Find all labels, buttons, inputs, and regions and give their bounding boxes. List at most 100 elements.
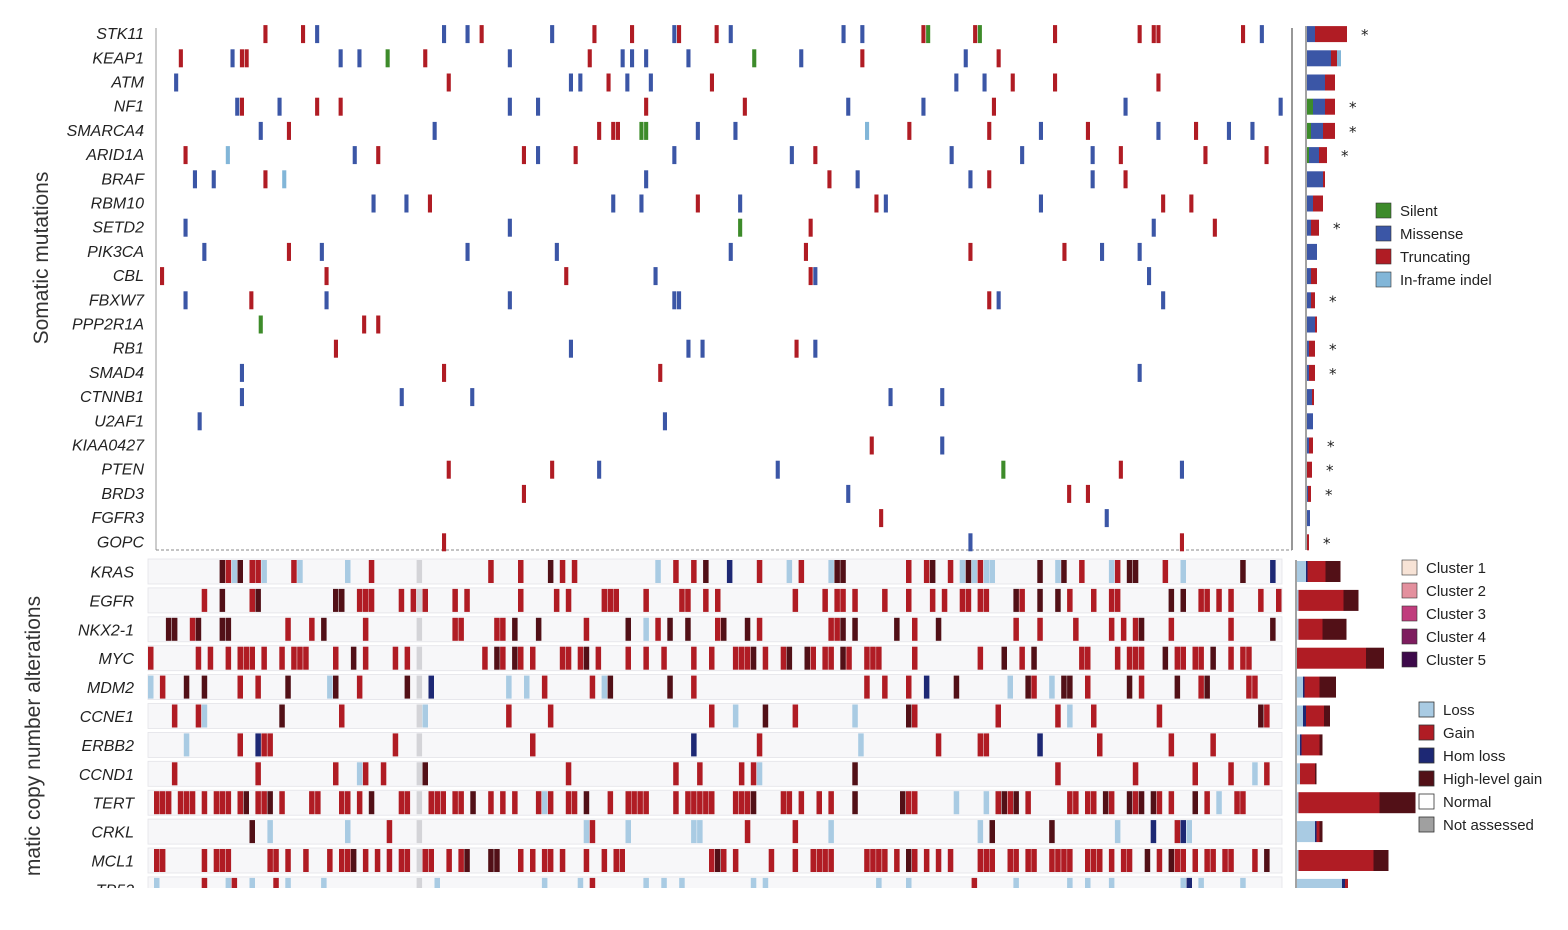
cna-cell (219, 560, 226, 583)
cn-legend-swatch-normal (1418, 793, 1435, 810)
cna-cell (524, 675, 530, 699)
cna-cell (756, 762, 763, 786)
cna-cell (852, 762, 858, 786)
mutation-cell (263, 25, 268, 44)
mutation-cell (658, 363, 663, 382)
mutation-cell (376, 146, 381, 165)
cna-cell (1168, 733, 1175, 757)
cna-cell (530, 849, 536, 872)
cna-cell (858, 733, 864, 757)
cna-cell (744, 820, 751, 844)
mutation-legend-label-missense: Missense (1400, 226, 1463, 243)
cna-cell (661, 877, 667, 888)
cna-cell (416, 588, 423, 612)
cna-cell (243, 646, 249, 670)
significance-star-pten: * (1326, 462, 1334, 480)
cn-legend-label-normal: Normal (1443, 794, 1491, 811)
mutation-gene-label-ctnnb1: CTNNB1 (80, 389, 144, 406)
mutation-summary-bar-braf-missense (1307, 171, 1323, 188)
cna-cell (1264, 704, 1270, 728)
cna-cell (165, 617, 172, 641)
cna-cell (876, 877, 882, 888)
cna-cell (840, 560, 846, 583)
cna-cell (780, 791, 787, 815)
cna-summary-bar-crkl-homloss (1315, 821, 1317, 843)
cna-cell (589, 820, 596, 844)
cna-cell (345, 560, 351, 583)
cna-cell (828, 646, 834, 670)
cna-cell (225, 617, 232, 641)
cna-cell (267, 849, 273, 872)
mutation-gene-label-pten: PTEN (101, 462, 144, 479)
mutation-cell (239, 363, 244, 382)
mutation-summary-bar-brd3-truncating (1308, 485, 1311, 502)
cna-cell (279, 791, 285, 815)
cna-cell (1108, 617, 1115, 641)
mutation-cell (789, 146, 794, 165)
cna-cell (1007, 791, 1013, 815)
cna-cell (697, 762, 703, 786)
cna-cell (977, 646, 984, 670)
cna-cell (1007, 849, 1013, 872)
mutation-cell (536, 97, 541, 116)
cna-summary-bar-tert-high (1379, 792, 1416, 814)
cna-cell (350, 849, 357, 872)
cna-cell (416, 675, 423, 699)
cna-cell (852, 704, 858, 728)
mutation-cell (860, 25, 865, 44)
significance-star-nf1: * (1349, 99, 1357, 117)
cna-cell (416, 733, 423, 757)
cna-cell (1192, 849, 1198, 872)
mutation-gene-label-braf: BRAF (101, 171, 145, 188)
cna-cell (362, 646, 369, 670)
mutation-cell (639, 194, 644, 213)
cna-row-background-ccnd1 (147, 760, 1283, 787)
cna-cell (1055, 762, 1061, 786)
mutation-summary-bar-setd2-truncating (1311, 219, 1319, 236)
mutation-cell (630, 49, 635, 68)
cn-legend-swatch-not-assessed (1418, 816, 1435, 833)
cna-cell (983, 588, 990, 612)
cna-cell (1132, 762, 1139, 786)
mutation-cell (211, 170, 216, 189)
cna-summary-bar-egfr-high (1343, 589, 1359, 611)
cluster-legend-swatch-cluster-2 (1401, 582, 1418, 599)
cna-cell (1144, 849, 1151, 872)
mutation-cell (686, 49, 691, 68)
cna-cell (398, 791, 405, 815)
cna-cell (1204, 849, 1210, 872)
significance-star-smarca4: * (1349, 123, 1357, 141)
cna-cell (195, 646, 202, 670)
cna-cell (870, 646, 876, 670)
cna-cell (225, 560, 232, 583)
cna-cell (792, 820, 799, 844)
cna-cell (750, 791, 757, 815)
mutation-cell (324, 267, 329, 286)
mutation-cell (1189, 194, 1194, 213)
cna-cell (589, 877, 596, 888)
mutation-cell (1123, 170, 1128, 189)
mutation-cell (991, 97, 996, 116)
cna-cell (882, 588, 888, 612)
cna-cell (422, 588, 428, 612)
mutation-cell (1151, 218, 1156, 237)
cna-cell (285, 849, 291, 872)
cna-cell (1216, 791, 1222, 815)
cna-cell (1091, 588, 1097, 612)
mutation-cell (855, 170, 860, 189)
cna-cell (530, 733, 536, 757)
cna-cell (541, 877, 548, 888)
mutation-cell (987, 291, 992, 310)
mutation-cell (813, 146, 818, 165)
cna-cell (1031, 849, 1037, 872)
mutation-cell (230, 49, 235, 68)
cna-cell (1001, 791, 1007, 815)
mutation-cell (888, 388, 893, 407)
cna-cell (416, 704, 423, 728)
cna-cell (255, 588, 261, 612)
cna-cell (482, 646, 488, 670)
mutation-summary-bar-smarca4-missense (1311, 122, 1323, 139)
mutation-cell (1020, 146, 1025, 165)
mutation-cell (794, 339, 799, 358)
